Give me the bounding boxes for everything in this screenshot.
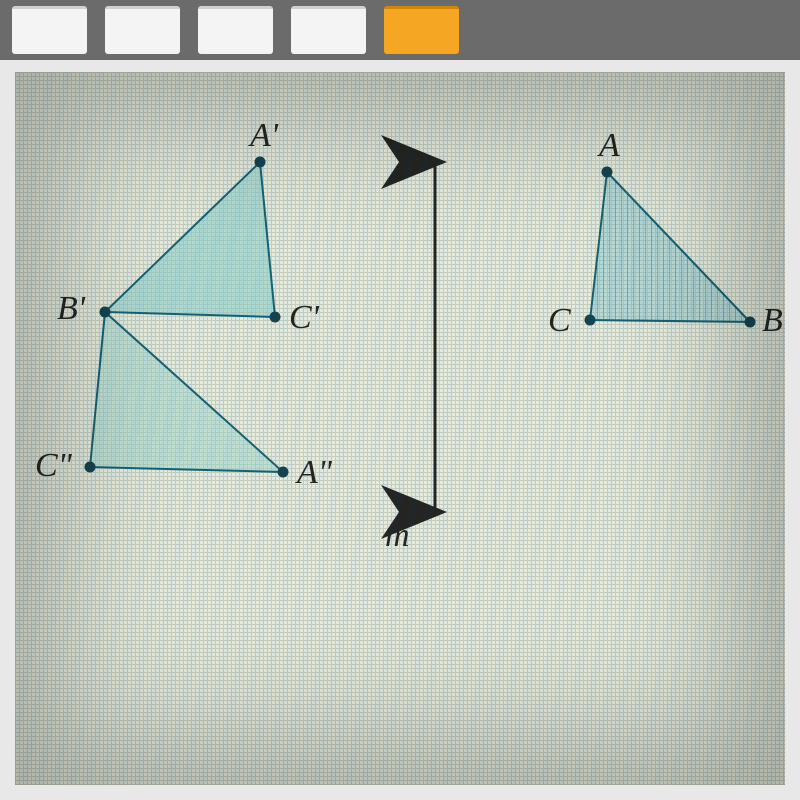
tool-box-3[interactable] [198, 6, 273, 54]
tool-box-2[interactable] [105, 6, 180, 54]
point-Bp[interactable] [100, 307, 111, 318]
point-App[interactable] [278, 467, 289, 478]
point-Ap[interactable] [255, 157, 266, 168]
tool-box-4[interactable] [291, 6, 366, 54]
point-B[interactable] [745, 317, 756, 328]
point-A[interactable] [602, 167, 613, 178]
app-container: A B C A' B' C' A" C" m [0, 0, 800, 800]
point-Cp[interactable] [270, 312, 281, 323]
triangle-AppBpCpp[interactable] [90, 312, 283, 472]
point-Cpp[interactable] [85, 462, 96, 473]
toolbar [0, 0, 800, 60]
triangle-ApBpCp[interactable] [105, 162, 275, 317]
point-C[interactable] [585, 315, 596, 326]
tool-box-1[interactable] [12, 6, 87, 54]
diagram-svg [15, 72, 785, 785]
triangle-ABC[interactable] [590, 172, 750, 322]
tool-box-5[interactable] [384, 6, 459, 54]
geometry-canvas[interactable]: A B C A' B' C' A" C" m [15, 72, 785, 785]
